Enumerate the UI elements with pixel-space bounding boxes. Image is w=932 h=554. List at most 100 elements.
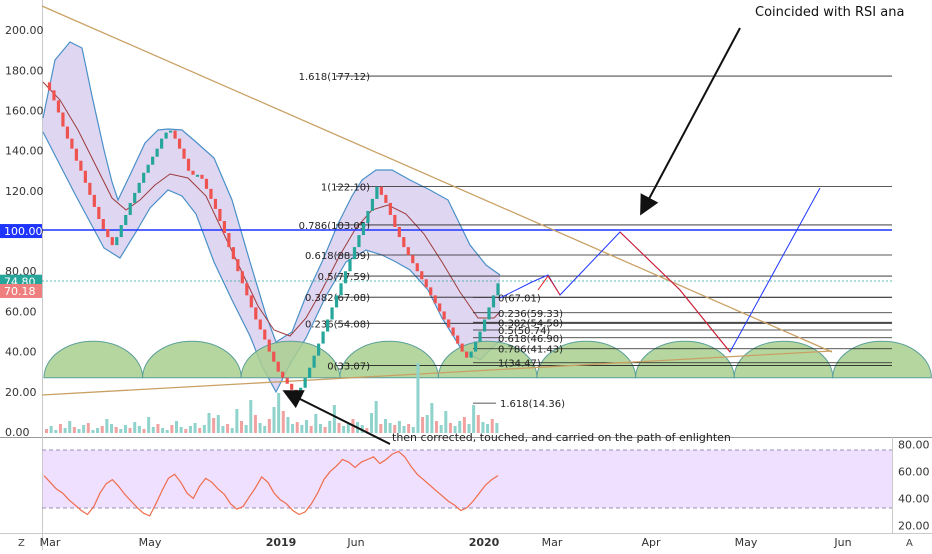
y-tick-label: 120.00 [5,185,44,198]
volume-bar [221,426,225,433]
candle [281,371,285,378]
volume-bar [188,426,192,433]
y-tick-label: 20.00 [5,386,37,399]
candle [415,263,419,272]
candle [361,223,366,236]
volume-bar [49,426,53,433]
volume-bar [68,421,72,433]
fib-label: 1(34.47) [498,359,541,370]
x-tick-label: Mar [542,536,563,549]
volume-bar [295,422,299,433]
volume-bar [123,425,127,433]
volume-bar [472,405,476,433]
candle [272,351,276,362]
fib-label: 0.618(88.09) [305,251,370,262]
candle [339,283,343,296]
candle [218,208,222,221]
fib-label: 0.786(103.05) [299,221,371,232]
volume-bar [165,430,169,433]
volume-bar [58,424,62,433]
bollinger-mid [42,81,501,337]
fib-label: 1.618(177.12) [299,72,371,83]
candle [388,202,392,215]
candle [254,307,258,320]
candle [438,303,442,312]
volume-bar [207,413,211,433]
volume-bar [91,430,95,433]
volume-bar [198,428,202,433]
candle [119,225,123,238]
volume-bar [337,423,341,433]
candle [245,283,249,296]
volume-bar [96,428,100,433]
volume-bar [486,424,490,433]
cycle-arcs [43,340,932,379]
z-button[interactable]: Z [18,538,25,549]
volume-bar [388,423,392,433]
volume-bar [476,415,480,433]
price-candles [47,82,500,396]
candle [155,148,159,157]
candle [460,343,464,352]
volume-bar [281,411,285,433]
volume-bar [184,429,188,433]
fib-label: 0.786(41.43) [498,345,563,356]
candle [106,229,110,238]
candle [487,307,491,320]
candle [146,164,150,173]
candle [115,237,119,246]
fib-label: 0.5(77.59) [318,272,370,283]
volume-bar [244,425,248,433]
volume-bar [323,427,327,433]
volume-bar [328,421,332,433]
candle [397,227,401,238]
volume-bar [128,428,132,433]
y-tick-label: 0.00 [5,426,30,439]
volume-bar [110,424,114,433]
candle [74,148,78,161]
candle [195,174,200,177]
time-axis-ticks: Mar May 2019 Jun 2020 Mar Apr May Jun [40,536,852,549]
bollinger-upper [42,41,501,343]
volume-bar [258,423,262,433]
volume-bar [54,430,58,433]
candle [88,182,92,195]
x-tick-label: Jun [346,536,364,549]
descending-trendline [41,5,833,353]
volume-bar [170,425,174,433]
volume-bar [416,363,420,433]
volume-bar [291,424,295,433]
candle [379,186,383,195]
volume-bar [142,429,146,433]
candle [330,307,334,320]
rsi-tick-label: 40.00 [898,492,930,505]
fib-label: 0.618(46.90) [498,334,563,345]
volume-bar [137,426,141,433]
x-tick-label: May [139,536,162,549]
candle [276,361,280,372]
candle [411,255,415,264]
candle [240,271,244,284]
candle [473,341,478,352]
candle [200,174,204,179]
a-button[interactable]: A [906,538,913,549]
candle [456,335,460,344]
volume-bar [370,413,374,433]
fib-label: 0(67.01) [498,293,541,304]
candle [325,319,330,332]
volume-bar [490,419,494,433]
candle [348,259,352,272]
volume-bar [147,417,151,433]
volume-bar [425,415,429,433]
candle [442,311,446,320]
volume-bar [230,428,234,433]
candle [491,295,496,308]
y-tick-label: 40.00 [5,346,37,359]
candle [92,194,96,207]
rsi-tick-label: 60.00 [898,466,930,479]
volume-bar [411,427,415,433]
candle [406,247,410,256]
volume-bar [105,419,109,433]
volume-bar [458,421,462,433]
